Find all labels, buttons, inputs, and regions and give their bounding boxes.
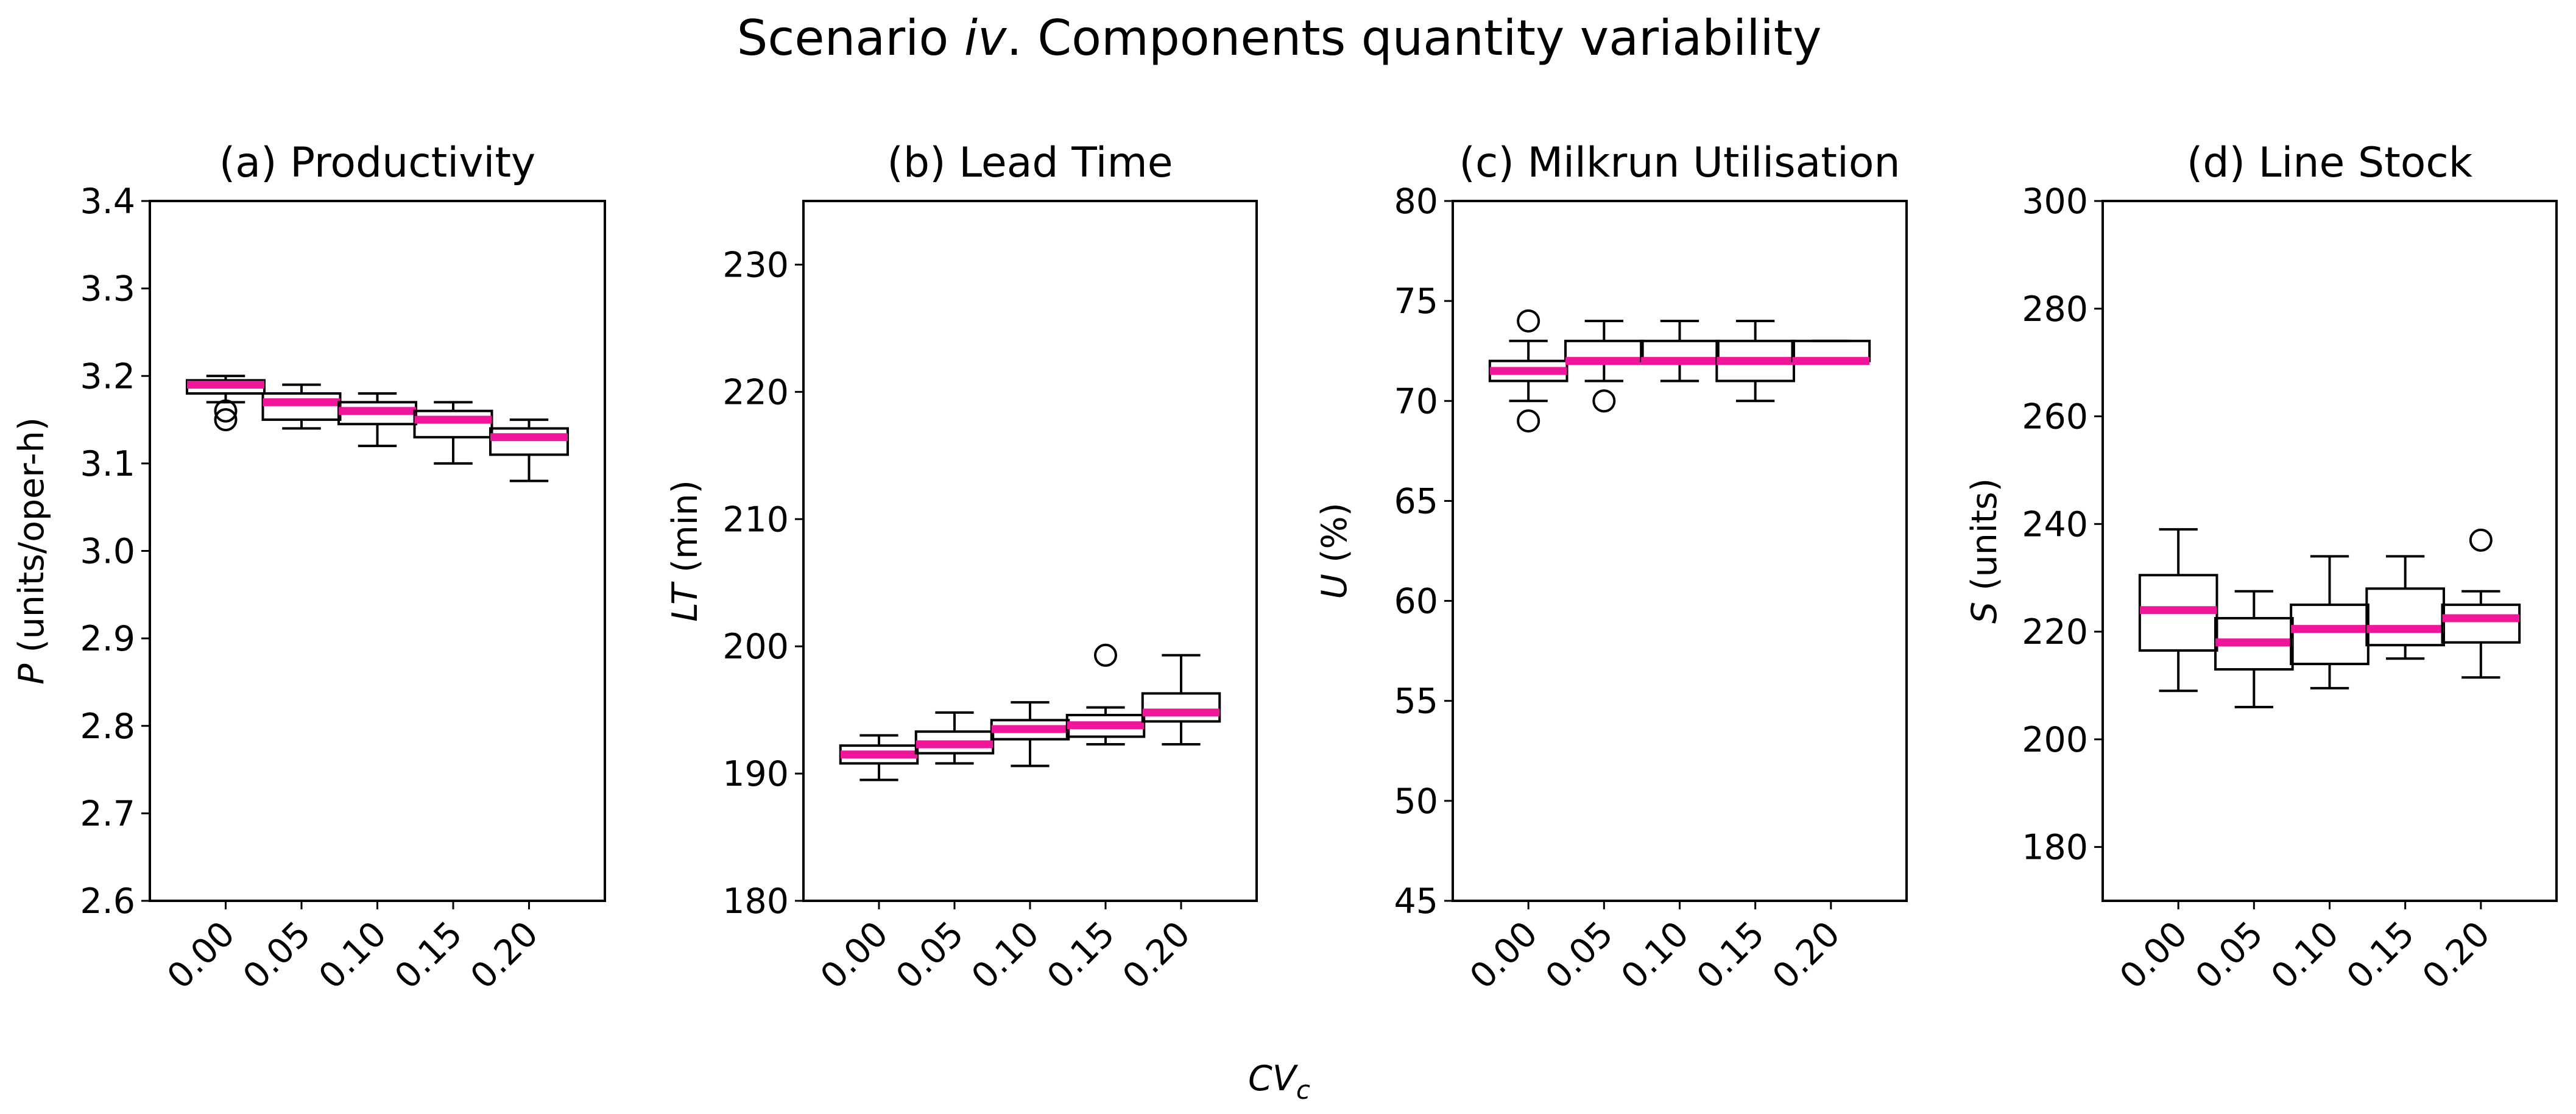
box-0.10 [990,701,1070,767]
axes-frame [149,200,606,902]
outlier-point [1517,409,1540,433]
panel-1: (a) Productivity 2.6 2.7 2.8 2.9 3.0 3.1 3.2 3.3… [12,139,606,997]
y-tick-label: 2.8 [80,707,135,747]
y-axis-label-symbol: LT [665,581,705,622]
figure-title-suffix: . Components quantity variability [1006,10,1821,66]
y-axis-label-unit: (units) [1964,478,2005,602]
box-0.00 [839,734,919,781]
box-0.00 [2138,528,2218,693]
box-0.05 [261,383,342,430]
x-axis-label-subscript: c [1296,1075,1310,1105]
y-axis-label-symbol: P [12,663,52,685]
y-tick-label: 190 [722,754,789,794]
panel-title: (c) Milkrun Utilisation [1459,139,1900,187]
outlier-point [2469,528,2493,552]
box-0.15 [1715,319,1795,403]
y-axis-label: P (units/oper-h) [12,417,52,685]
y-axis-label-unit: (min) [665,480,705,583]
panel-title: (a) Productivity [219,139,535,187]
y-tick-label: 70 [1394,381,1438,421]
figure-title: Scenario iv. Components quantity variabi… [737,10,1822,66]
y-axis-label: LT (min) [665,480,705,622]
box-iqr [2290,603,2370,666]
y-tick-label: 3.2 [80,356,135,397]
figure-title-italic: iv [964,10,1007,66]
axes-frame [2101,200,2558,902]
box-0.20 [2441,528,2521,679]
y-tick-label: 2.9 [80,619,135,659]
y-axis-label-symbol: S [1964,602,2005,624]
y-tick-label: 65 [1394,481,1438,521]
box-iqr [2441,603,2521,644]
panel-4: (d) Line Stock1802002202402602803000.000… [1964,139,2558,997]
y-tick-label: 55 [1394,682,1438,722]
axes-frame [1452,200,1908,902]
box-0.10 [337,392,417,448]
y-tick-label: 200 [2022,720,2088,760]
outlier-point [214,408,238,432]
box-iqr [261,392,342,421]
y-tick-label: 200 [722,627,789,667]
y-tick-label: 280 [2022,289,2088,330]
outlier-point [1592,389,1616,413]
y-tick-label: 210 [722,499,789,540]
box-0.05 [914,711,995,765]
axes-frame [802,200,1258,902]
y-tick-label: 220 [722,372,789,412]
box-0.15 [413,401,493,465]
y-axis-label: U (%) [1314,502,1355,599]
shared-x-axis-label: CVc [1248,1059,1310,1105]
y-tick-label: 2.7 [80,794,135,834]
y-tick-label: 300 [2022,182,2088,222]
y-axis-label-unit: (units/oper-h) [12,417,52,664]
box-0.10 [1640,319,1720,382]
y-tick-label: 3.0 [80,532,135,572]
box-0.05 [1564,319,1644,413]
box-0.00 [186,375,266,432]
y-tick-label: 230 [722,245,789,285]
outlier-point [1094,643,1117,667]
y-tick-label: 180 [2022,828,2088,868]
y-tick-label: 60 [1394,582,1438,622]
box-0.20 [489,418,569,482]
y-tick-label: 260 [2022,397,2088,437]
y-tick-label: 3.1 [80,444,135,484]
y-axis-label-unit: (%) [1314,502,1355,574]
y-tick-label: 2.6 [80,881,135,922]
y-tick-label: 180 [722,881,789,922]
box-0.10 [2290,555,2370,689]
y-tick-label: 3.3 [80,269,135,309]
box-iqr [489,427,569,456]
y-tick-label: 45 [1394,881,1438,922]
y-axis-label-symbol: U [1314,574,1355,599]
panel-title: (b) Lead Time [887,139,1173,187]
y-tick-label: 3.4 [80,182,135,222]
outlier-point [1517,309,1540,333]
y-tick-label: 50 [1394,781,1438,822]
y-tick-label: 220 [2022,612,2088,652]
box-0.05 [2214,590,2294,708]
box-0.20 [1141,654,1221,746]
y-tick-label: 240 [2022,504,2088,545]
y-tick-label: 80 [1394,182,1438,222]
figure-title-prefix: Scenario [737,10,964,66]
y-tick-label: 75 [1394,281,1438,322]
box-0.20 [1791,339,1871,365]
box-iqr [1141,692,1221,723]
x-axis-label-main: CV [1248,1059,1299,1099]
y-axis-label: S (units) [1964,478,2005,624]
box-0.15 [1065,643,1146,746]
outlier-point [214,399,238,423]
panel-title: (d) Line Stock [2187,139,2473,187]
box-0.00 [1488,309,1569,433]
box-iqr [413,409,493,439]
